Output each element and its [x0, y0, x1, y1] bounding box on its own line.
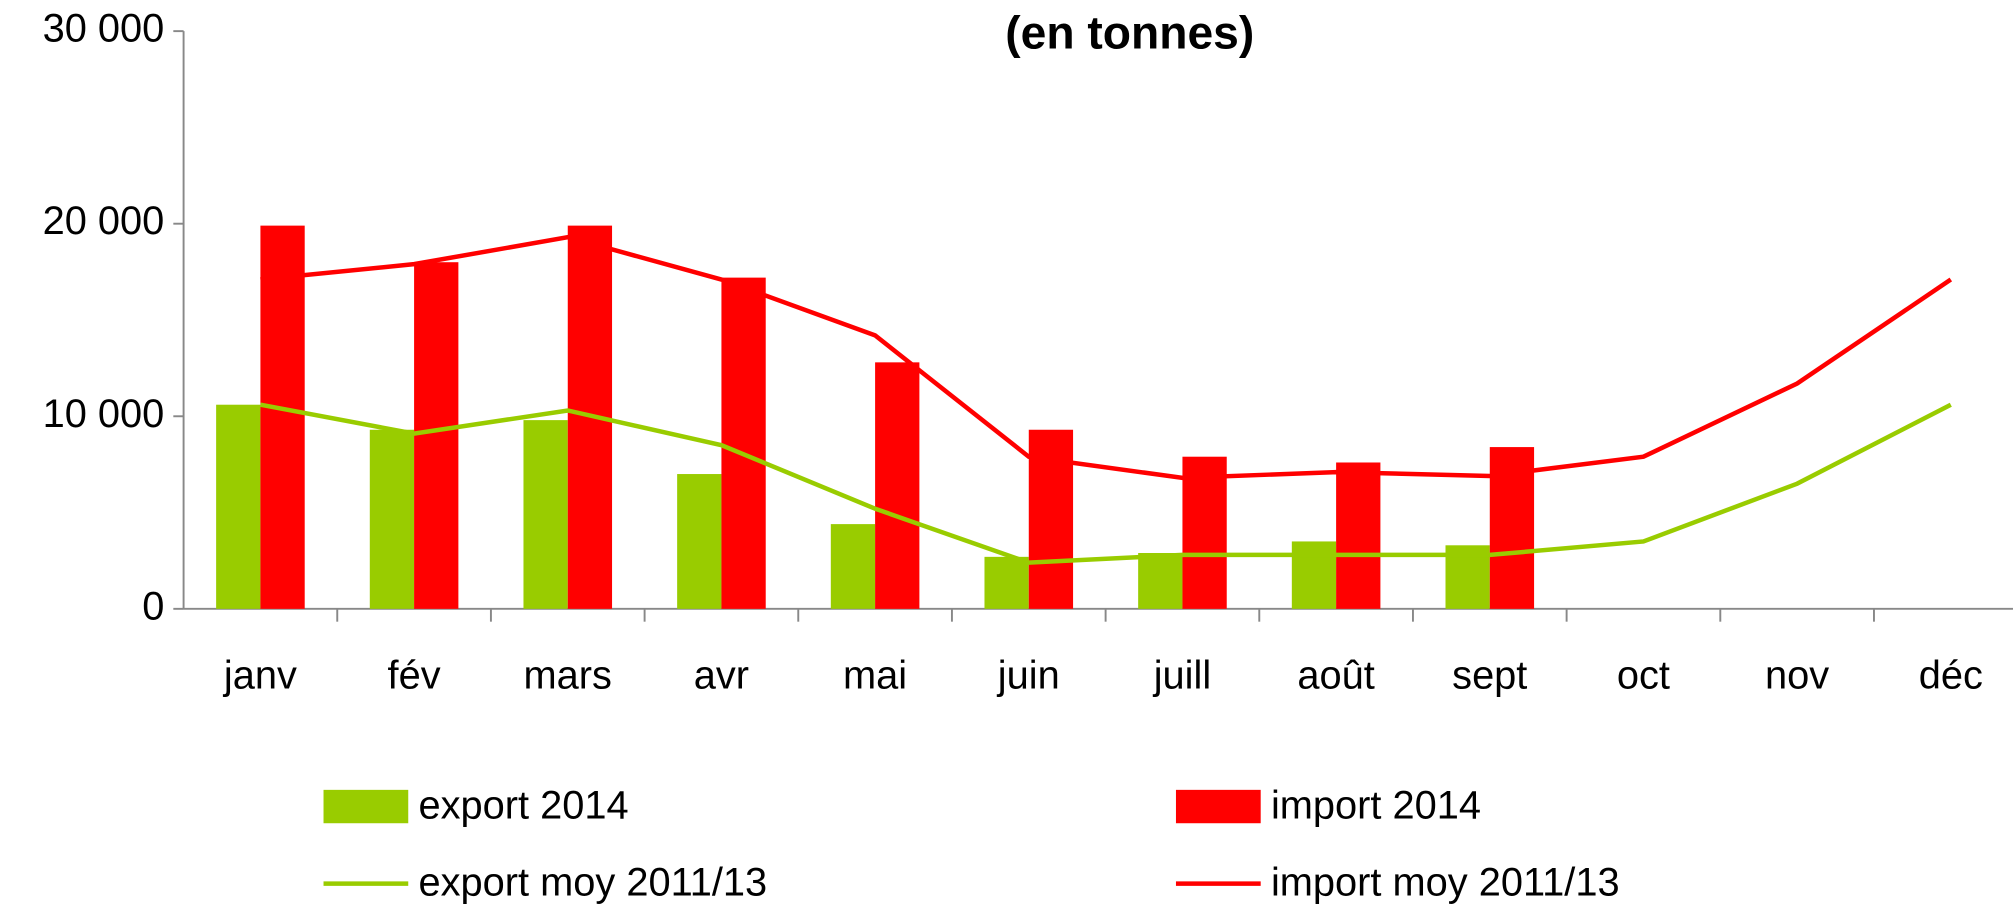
- bar: [721, 277, 766, 609]
- bar: [216, 404, 261, 609]
- legend-label: export moy 2011/13: [419, 860, 768, 904]
- line: [260, 234, 1953, 481]
- legend-swatch: [323, 789, 409, 824]
- x-tick-label: mai: [843, 654, 907, 698]
- bar: [523, 420, 568, 609]
- bar: [1336, 462, 1381, 609]
- legend-label: import 2014: [1271, 783, 1481, 827]
- chart-title: (en tonnes): [1005, 6, 1254, 58]
- legend-swatch: [1175, 789, 1261, 824]
- bar: [677, 474, 722, 609]
- bar: [369, 429, 415, 609]
- x-tick-label: déc: [1919, 654, 1983, 698]
- x-tick-label: nov: [1765, 654, 1829, 698]
- x-tick-label: mars: [524, 654, 612, 698]
- bar: [260, 225, 305, 609]
- bar: [1182, 456, 1227, 609]
- y-tick-label: 0: [142, 584, 164, 628]
- bar: [830, 524, 876, 609]
- x-tick-label: août: [1297, 654, 1374, 698]
- line: [260, 402, 1952, 565]
- x-tick-label: oct: [1617, 654, 1670, 698]
- x-tick-label: janv: [223, 654, 297, 698]
- x-tick-label: juill: [1153, 654, 1211, 698]
- bar: [875, 362, 920, 609]
- bar: [1291, 541, 1337, 609]
- legend-label: export 2014: [419, 783, 629, 827]
- x-tick-label: fév: [388, 654, 441, 698]
- legend-label: import moy 2011/13: [1271, 860, 1620, 904]
- bar: [1138, 552, 1183, 609]
- x-tick-label: avr: [694, 654, 749, 698]
- x-tick-label: sept: [1452, 654, 1527, 698]
- bar: [984, 556, 1029, 609]
- x-tick-label: juin: [997, 654, 1060, 698]
- y-tick-label: 30 000: [43, 7, 165, 51]
- y-tick-label: 10 000: [43, 392, 165, 436]
- bar: [414, 262, 459, 609]
- y-tick-label: 20 000: [43, 199, 165, 243]
